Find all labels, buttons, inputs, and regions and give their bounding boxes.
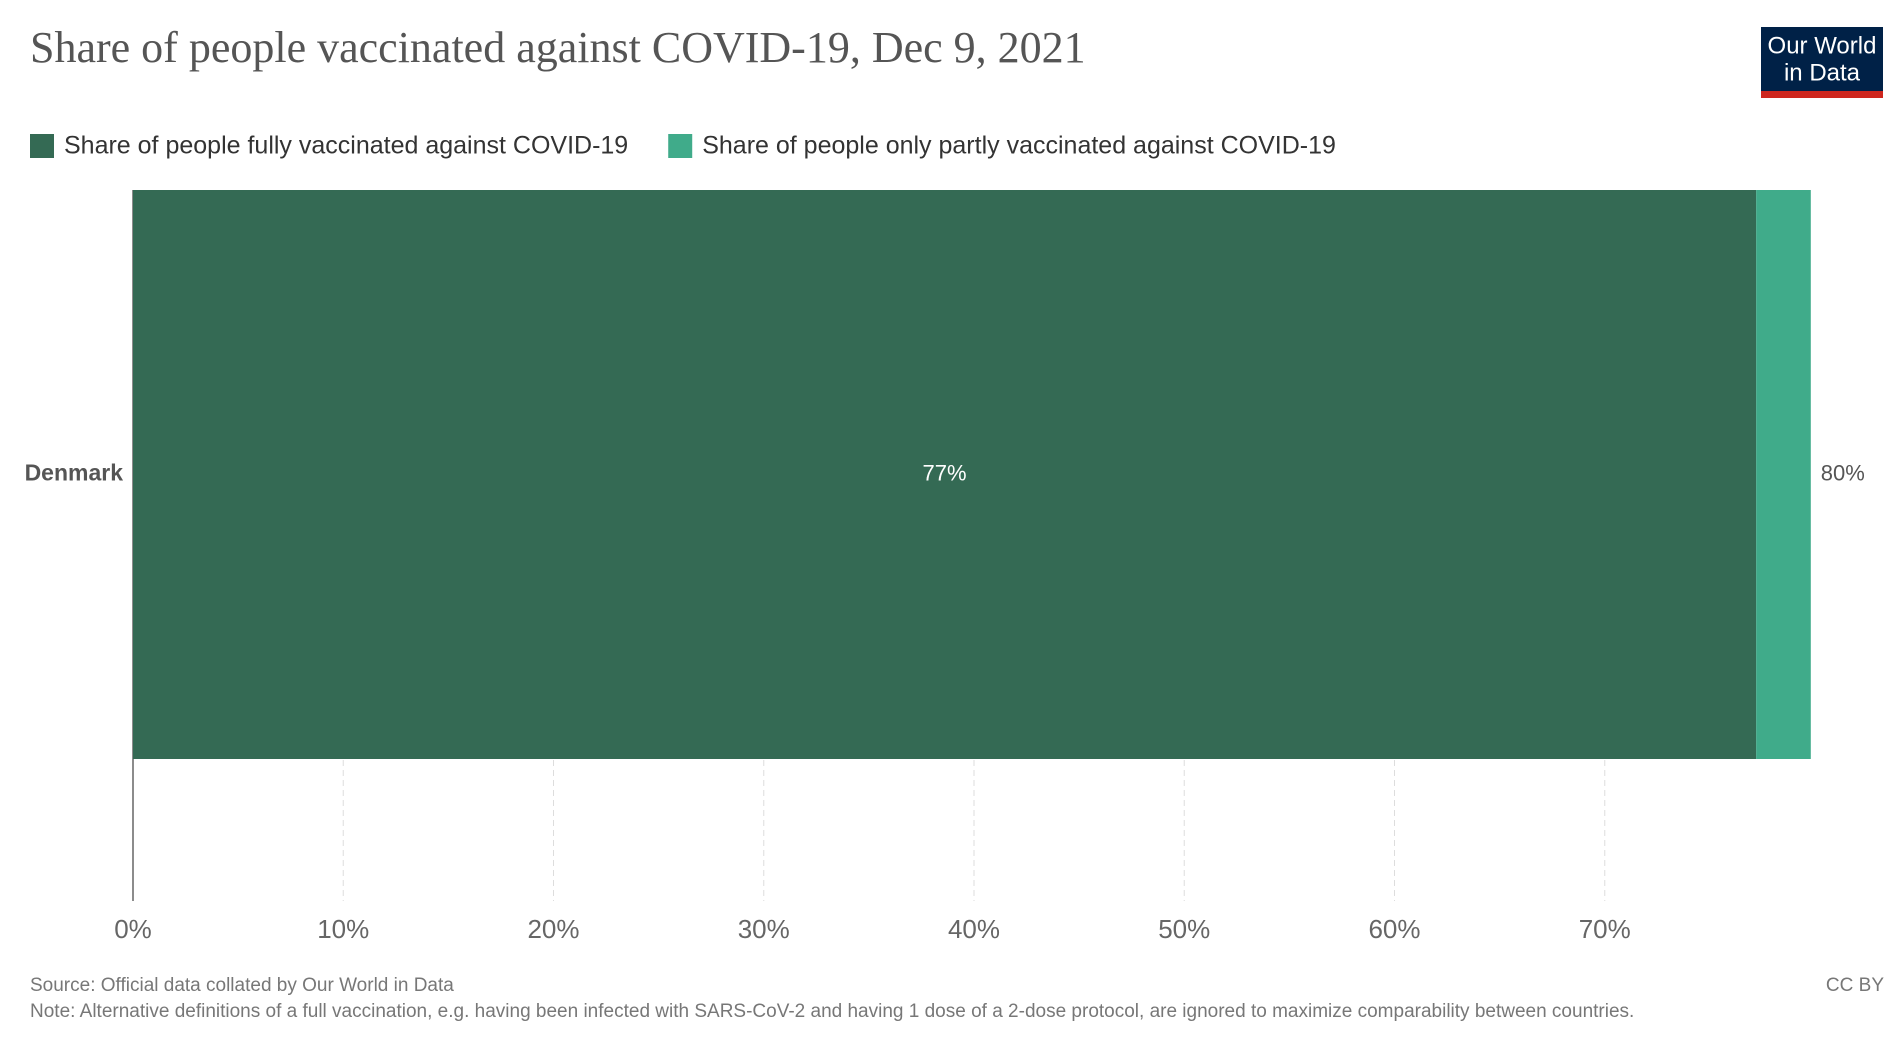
license: CC BY bbox=[1825, 975, 1884, 996]
legend-label: Share of people only partly vaccinated a… bbox=[702, 132, 1336, 160]
x-tick-label: 0% bbox=[114, 914, 152, 944]
x-tick-label: 30% bbox=[738, 914, 790, 944]
logo-text: in Data bbox=[1784, 59, 1861, 86]
source: Source: Official data collated by Our Wo… bbox=[30, 975, 454, 996]
total-label: 80% bbox=[1821, 460, 1865, 485]
x-tick-label: 20% bbox=[527, 914, 579, 944]
note: Note: Alternative definitions of a full … bbox=[30, 1001, 1635, 1022]
logo-stripe bbox=[1761, 91, 1883, 98]
data-label: 77% bbox=[923, 460, 967, 485]
x-tick-label: 60% bbox=[1368, 914, 1420, 944]
legend-swatch bbox=[30, 134, 54, 158]
legend-swatch bbox=[668, 134, 693, 158]
y-tick-label: Denmark bbox=[25, 460, 124, 486]
logo-box bbox=[1761, 27, 1883, 92]
chart-title: Share of people vaccinated against COVID… bbox=[30, 23, 1086, 72]
bar-segment bbox=[1756, 190, 1811, 759]
logo-text: Our World bbox=[1768, 32, 1877, 59]
bar-segment bbox=[133, 190, 1757, 759]
legend-label: Share of people fully vaccinated against… bbox=[64, 132, 628, 160]
x-tick-label: 10% bbox=[317, 914, 369, 944]
x-tick-label: 50% bbox=[1158, 914, 1210, 944]
x-tick-label: 40% bbox=[948, 914, 1000, 944]
x-tick-label: 70% bbox=[1579, 914, 1631, 944]
